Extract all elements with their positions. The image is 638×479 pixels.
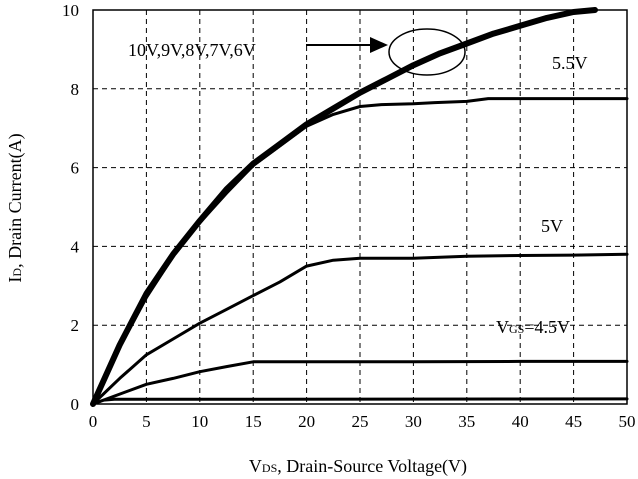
x-tick-label: 20 — [298, 412, 315, 431]
x-tick-label: 50 — [619, 412, 636, 431]
x-tick-label: 15 — [245, 412, 262, 431]
plot-frame — [92, 9, 628, 405]
series-line-3 — [91, 359, 629, 406]
y-tick-label: 6 — [71, 159, 80, 178]
x-tick-label: 25 — [352, 412, 369, 431]
y-tick-label: 2 — [71, 316, 80, 335]
series-line-1 — [91, 97, 629, 406]
label-vgs-4-5v: VGS=4.5V — [496, 317, 570, 337]
x-tick-label: 10 — [191, 412, 208, 431]
y-tick-label: 0 — [71, 395, 80, 414]
series-line-4 — [91, 397, 629, 406]
x-tick-label: 40 — [512, 412, 529, 431]
bundle-label: 10V,9V,8V,7V,6V — [128, 40, 256, 60]
tick-labels: 0 5 10 15 20 25 30 35 40 45 50 0 2 4 6 8 10 — [62, 1, 636, 431]
label-5v: 5V — [541, 216, 563, 236]
y-tick-label: 10 — [62, 1, 79, 20]
x-tick-label: 45 — [565, 412, 582, 431]
y-tick-label: 8 — [71, 80, 80, 99]
series-line-2 — [91, 252, 629, 406]
x-tick-label: 0 — [89, 412, 98, 431]
bundle-arrow-head — [370, 37, 388, 53]
y-tick-label: 4 — [71, 237, 80, 256]
label-5-5v: 5.5V — [552, 53, 588, 73]
x-tick-label: 5 — [142, 412, 151, 431]
x-tick-label: 30 — [405, 412, 422, 431]
x-axis-title: VDS, Drain-Source Voltage(V) — [249, 456, 467, 477]
curves — [90, 7, 629, 407]
grid-lines — [93, 10, 627, 404]
bundle-ellipse — [388, 28, 466, 76]
y-axis-title: ID, Drain Current(A) — [5, 133, 26, 282]
x-tick-label: 35 — [458, 412, 475, 431]
